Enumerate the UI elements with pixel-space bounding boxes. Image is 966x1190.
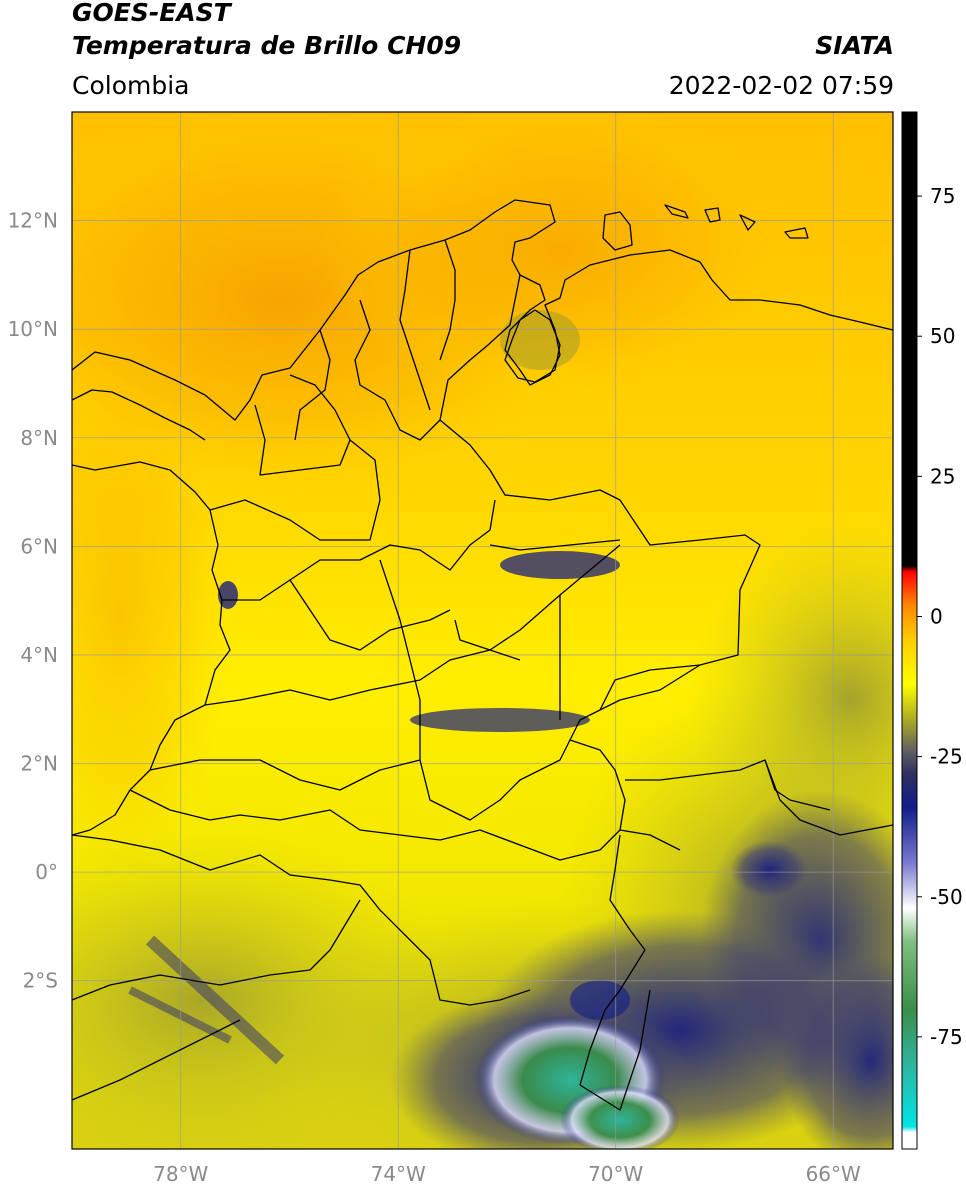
latitude-label: 6°N bbox=[20, 534, 58, 558]
caribbean-coast bbox=[72, 199, 893, 421]
map-title-product: Temperatura de Brillo CH09 bbox=[72, 31, 462, 60]
longitude-label: 66°W bbox=[806, 1162, 861, 1186]
longitude-label: 70°W bbox=[588, 1162, 643, 1186]
plot-frame bbox=[71, 111, 894, 1150]
source-label: SIATA bbox=[815, 31, 894, 60]
dept-borders-10 bbox=[489, 539, 621, 551]
colorbar-tick-label: -50 bbox=[930, 885, 963, 909]
bonaire bbox=[739, 214, 756, 231]
colorbar-tick-label: 25 bbox=[930, 464, 955, 488]
latitude-label: 10°N bbox=[8, 317, 58, 341]
panama-coast bbox=[72, 389, 206, 441]
latitude-labels: 12°N 10°N 8°N 6°N 4°N 2°N 0° 2°S bbox=[8, 209, 58, 993]
timestamp-label: 2022-02-02 07:59 bbox=[668, 71, 894, 100]
dept-borders-5 bbox=[204, 649, 521, 706]
latitude-label: 0° bbox=[35, 860, 58, 884]
colombia-ecuador-border bbox=[72, 834, 531, 1006]
graticule bbox=[72, 112, 893, 1149]
dept-borders-4 bbox=[222, 579, 451, 651]
peru-ecuador-border bbox=[72, 899, 361, 1001]
colombia-venezuela-border bbox=[439, 274, 761, 851]
latitude-label: 8°N bbox=[20, 426, 58, 450]
dept-borders-16 bbox=[399, 249, 431, 411]
longitude-label: 74°W bbox=[371, 1162, 426, 1186]
brazil-peru-border bbox=[579, 989, 651, 1111]
dept-borders-3 bbox=[289, 499, 496, 581]
colombia-brazil-border bbox=[609, 834, 646, 951]
latitude-label: 2°S bbox=[23, 969, 58, 993]
pacific-coast bbox=[72, 461, 231, 836]
peru-inner-border bbox=[72, 1019, 241, 1101]
islands-east bbox=[784, 227, 809, 239]
brightness-temperature-field bbox=[72, 112, 893, 1149]
colombia-peru-border bbox=[579, 949, 646, 1086]
dept-borders-8 bbox=[379, 559, 421, 760]
latitude-label: 12°N bbox=[8, 209, 58, 233]
colorbar-tick-label: 0 bbox=[930, 604, 943, 628]
curacao bbox=[704, 207, 721, 223]
dept-borders-11 bbox=[454, 544, 621, 651]
dept-borders-2 bbox=[209, 439, 381, 541]
colorbar: 75 50 25 0 -25 -50 -75 bbox=[901, 111, 963, 1150]
dept-borders-14 bbox=[354, 299, 441, 441]
lake-maracaibo bbox=[504, 309, 561, 383]
map-title-satellite: GOES-EAST bbox=[72, 0, 231, 27]
latitude-label: 2°N bbox=[20, 752, 58, 776]
colorbar-ticks: 75 50 25 0 -25 -50 -75 bbox=[917, 184, 963, 1049]
dept-borders-12 bbox=[599, 664, 701, 711]
dept-borders-17 bbox=[439, 239, 456, 361]
dept-borders-7 bbox=[129, 789, 621, 861]
latitude-label: 4°N bbox=[20, 643, 58, 667]
colorbar-tick-label: -75 bbox=[930, 1025, 963, 1049]
colorbar-tick-label: -25 bbox=[930, 745, 963, 769]
longitude-label: 78°W bbox=[153, 1162, 208, 1186]
longitude-labels: 78°W 74°W 70°W 66°W bbox=[153, 1162, 861, 1186]
aruba bbox=[664, 204, 689, 219]
paraguana bbox=[602, 211, 633, 251]
colorbar-tick-label: 50 bbox=[930, 324, 955, 348]
venezuela-brazil-border bbox=[764, 759, 831, 811]
coastlines-and-borders bbox=[72, 199, 893, 1111]
colorbar-tick-label: 75 bbox=[930, 184, 955, 208]
dept-borders-15 bbox=[294, 329, 331, 441]
region-label: Colombia bbox=[72, 71, 190, 100]
